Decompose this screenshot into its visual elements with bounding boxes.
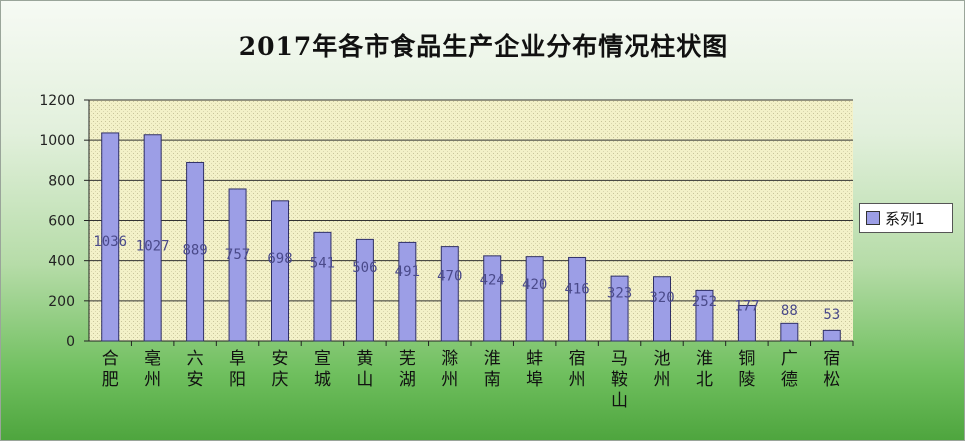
data-label: 424 — [480, 273, 505, 289]
x-tick-label: 淮 — [484, 349, 501, 369]
y-tick-label: 1000 — [39, 133, 75, 149]
data-label: 53 — [823, 307, 840, 323]
bar — [101, 132, 120, 342]
x-tick-label: 德 — [781, 370, 798, 390]
x-tick-label: 滁 — [441, 349, 458, 369]
data-label: 698 — [267, 251, 292, 267]
x-tick-label: 蚌 — [526, 349, 543, 369]
x-tick-label: 宿 — [569, 349, 586, 369]
chart-title: 2017年各市食品生产企业分布情况柱状图 — [238, 32, 729, 61]
x-tick-label: 州 — [144, 370, 161, 390]
bar — [313, 231, 332, 342]
legend-label: 系列1 — [885, 209, 925, 228]
bar — [653, 276, 671, 342]
x-tick-label: 山 — [611, 391, 628, 411]
bar — [186, 161, 205, 342]
x-tick-label: 淮 — [696, 349, 713, 369]
x-tick-label: 亳 — [144, 349, 161, 369]
x-tick-label: 州 — [654, 370, 671, 390]
x-tick-label: 鞍 — [611, 370, 628, 390]
x-tick-label: 城 — [314, 370, 331, 390]
x-tick-label: 北 — [696, 370, 713, 390]
legend: 系列1 — [859, 203, 953, 233]
x-tick-label: 马 — [611, 349, 628, 369]
data-label: 470 — [437, 268, 462, 284]
x-tick-label: 陵 — [738, 370, 755, 390]
bar — [525, 256, 544, 342]
x-tick-label: 芜 — [399, 349, 416, 369]
bar — [440, 246, 459, 342]
bar — [143, 134, 162, 342]
x-tick-label: 安 — [187, 370, 204, 390]
legend-swatch — [866, 211, 880, 225]
data-label: 889 — [182, 243, 207, 259]
x-tick-label: 湖 — [399, 370, 416, 390]
data-label: 506 — [352, 260, 377, 276]
data-label: 1027 — [136, 238, 170, 254]
y-tick-label: 200 — [48, 294, 75, 310]
x-tick-label: 州 — [441, 370, 458, 390]
data-label: 177 — [734, 299, 759, 315]
x-tick-label: 阳 — [229, 370, 246, 390]
y-tick-label: 600 — [48, 214, 75, 230]
x-tick-label: 安 — [272, 349, 289, 369]
x-tick-label: 松 — [823, 370, 840, 390]
y-tick-label: 400 — [48, 254, 75, 270]
data-label: 323 — [607, 286, 632, 302]
x-tick-label: 六 — [187, 349, 204, 369]
x-tick-label: 宣 — [314, 349, 331, 369]
bar — [780, 322, 799, 342]
bar — [271, 200, 289, 342]
x-tick-label: 庆 — [272, 370, 289, 390]
y-tick-label: 800 — [48, 173, 75, 189]
data-label: 320 — [649, 290, 674, 306]
y-tick-label: 0 — [66, 334, 75, 350]
bar — [483, 255, 502, 342]
data-label: 88 — [781, 303, 798, 319]
data-label: 757 — [225, 247, 250, 263]
data-label: 491 — [395, 264, 420, 280]
data-label: 252 — [692, 294, 717, 310]
x-tick-label: 阜 — [229, 349, 246, 369]
x-tick-label: 埠 — [526, 370, 543, 390]
bar — [568, 256, 587, 342]
x-tick-label: 州 — [569, 370, 586, 390]
bar — [822, 329, 841, 342]
x-tick-label: 铜 — [738, 349, 755, 369]
x-tick-label: 黄 — [356, 349, 373, 369]
x-tick-label: 宿 — [823, 349, 840, 369]
x-tick-label: 广 — [781, 349, 798, 369]
x-tick-label: 合 — [102, 349, 119, 369]
bar — [737, 304, 756, 342]
x-tick-label: 山 — [356, 370, 373, 390]
bar — [228, 188, 247, 342]
bar — [355, 238, 374, 342]
x-tick-label: 肥 — [102, 370, 119, 390]
bar — [398, 241, 417, 342]
x-tick-label: 南 — [484, 370, 501, 390]
data-label: 541 — [310, 256, 335, 272]
bar — [695, 289, 714, 342]
y-tick-label: 1200 — [39, 93, 75, 109]
data-label: 1036 — [93, 234, 127, 250]
bar — [610, 275, 629, 342]
data-label: 420 — [522, 277, 547, 293]
x-tick-label: 池 — [654, 349, 671, 369]
data-label: 416 — [564, 281, 589, 297]
